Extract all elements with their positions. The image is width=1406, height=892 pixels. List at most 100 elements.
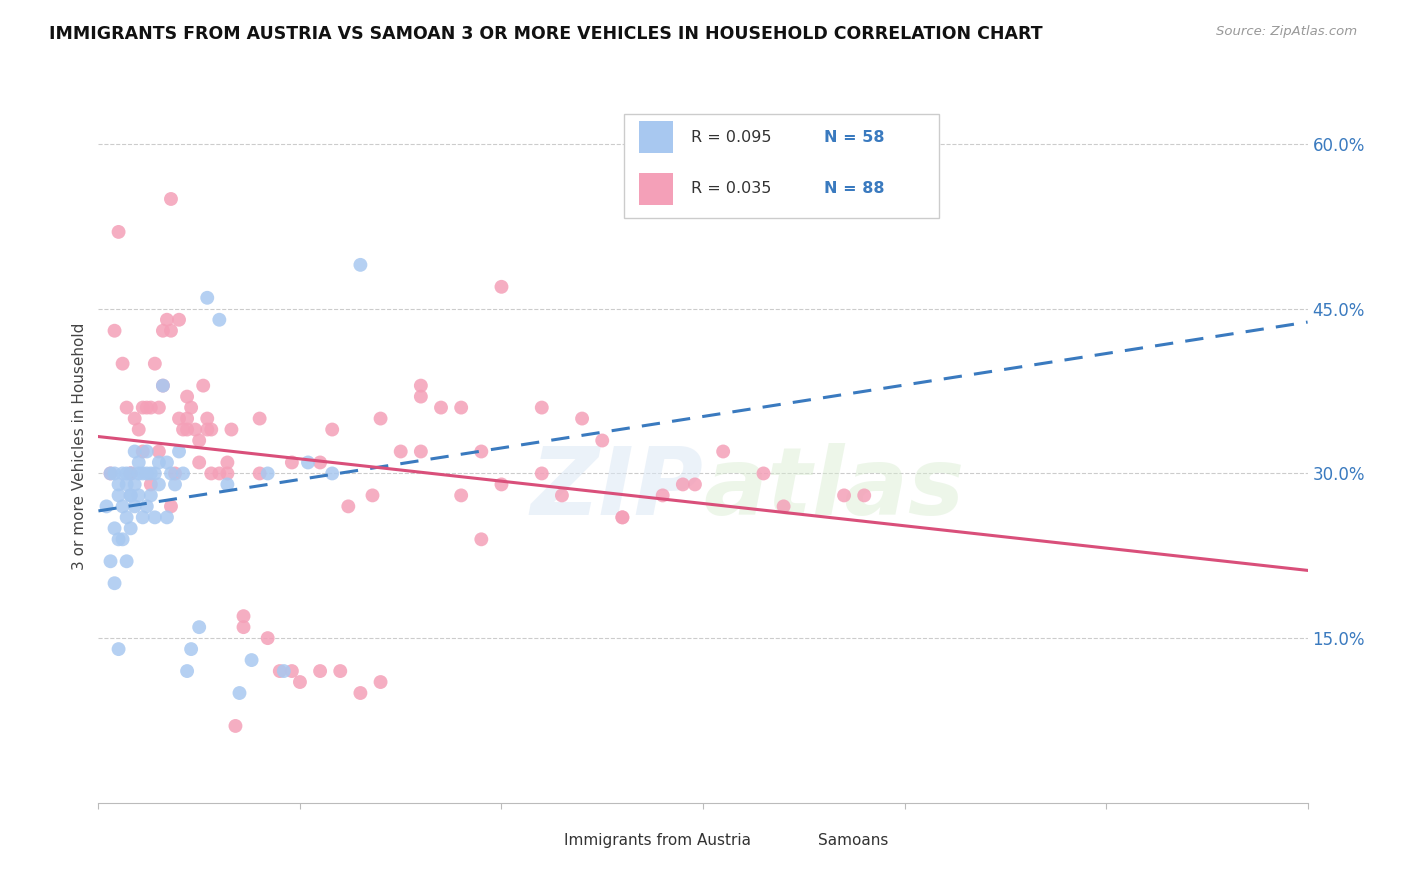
Point — [111, 467, 134, 481]
Point — [832, 488, 855, 502]
Point — [752, 467, 775, 481]
Point — [115, 477, 138, 491]
Point — [143, 467, 166, 481]
Point — [349, 258, 371, 272]
Point — [337, 500, 360, 514]
Y-axis label: 3 or more Vehicles in Household: 3 or more Vehicles in Household — [72, 322, 87, 570]
Point — [107, 533, 129, 547]
Point — [111, 357, 134, 371]
Point — [195, 411, 218, 425]
Point — [188, 434, 211, 448]
Text: atlas: atlas — [703, 442, 965, 535]
Point — [224, 719, 246, 733]
Point — [160, 192, 183, 206]
Point — [409, 444, 432, 458]
Point — [188, 455, 211, 469]
FancyBboxPatch shape — [638, 173, 673, 205]
Point — [148, 455, 170, 469]
Point — [135, 401, 157, 415]
Point — [103, 521, 125, 535]
Point — [115, 467, 138, 481]
Point — [232, 620, 254, 634]
Point — [152, 378, 174, 392]
Point — [195, 291, 218, 305]
Text: R = 0.095: R = 0.095 — [690, 130, 772, 145]
Point — [651, 488, 673, 502]
Point — [309, 455, 332, 469]
FancyBboxPatch shape — [527, 827, 554, 855]
Point — [772, 500, 794, 514]
Text: N = 58: N = 58 — [824, 130, 884, 145]
Point — [321, 423, 343, 437]
Point — [120, 521, 142, 535]
Point — [180, 642, 202, 657]
Point — [167, 312, 190, 326]
Point — [217, 477, 239, 491]
Point — [107, 225, 129, 239]
Point — [132, 401, 155, 415]
Point — [120, 467, 142, 481]
Point — [321, 467, 343, 481]
Point — [269, 664, 291, 678]
Point — [370, 411, 392, 425]
Point — [160, 467, 183, 481]
Point — [103, 576, 125, 591]
Point — [389, 444, 412, 458]
FancyBboxPatch shape — [624, 114, 939, 218]
Point — [135, 467, 157, 481]
Text: R = 0.035: R = 0.035 — [690, 181, 772, 196]
Point — [409, 390, 432, 404]
Point — [195, 423, 218, 437]
Point — [152, 378, 174, 392]
Point — [349, 686, 371, 700]
Text: Samoans: Samoans — [818, 833, 889, 848]
Point — [450, 488, 472, 502]
Point — [172, 423, 194, 437]
Text: N = 88: N = 88 — [824, 181, 884, 196]
Point — [143, 357, 166, 371]
Point — [111, 500, 134, 514]
Point — [221, 423, 243, 437]
Point — [103, 467, 125, 481]
Point — [551, 488, 574, 502]
Point — [711, 444, 734, 458]
Point — [249, 411, 271, 425]
Point — [100, 554, 122, 568]
Point — [107, 477, 129, 491]
Point — [409, 378, 432, 392]
Point — [297, 455, 319, 469]
Point — [167, 411, 190, 425]
Point — [430, 401, 453, 415]
Point — [152, 324, 174, 338]
Point — [470, 533, 492, 547]
Point — [200, 423, 222, 437]
Text: Source: ZipAtlas.com: Source: ZipAtlas.com — [1216, 25, 1357, 38]
Point — [853, 488, 876, 502]
Point — [135, 444, 157, 458]
Point — [111, 533, 134, 547]
Point — [120, 467, 142, 481]
Point — [208, 467, 231, 481]
Point — [612, 510, 634, 524]
Point — [128, 455, 150, 469]
Point — [281, 664, 304, 678]
Point — [188, 620, 211, 634]
Point — [184, 423, 207, 437]
Point — [124, 444, 146, 458]
Point — [143, 510, 166, 524]
Point — [115, 401, 138, 415]
Point — [128, 488, 150, 502]
Text: ZIP: ZIP — [530, 442, 703, 535]
Point — [139, 467, 162, 481]
Point — [100, 467, 122, 481]
Point — [530, 401, 553, 415]
Point — [115, 510, 138, 524]
Point — [156, 455, 179, 469]
Point — [240, 653, 263, 667]
Point — [281, 455, 304, 469]
Point — [148, 401, 170, 415]
Point — [176, 390, 198, 404]
Point — [124, 500, 146, 514]
Point — [176, 664, 198, 678]
Point — [103, 324, 125, 338]
